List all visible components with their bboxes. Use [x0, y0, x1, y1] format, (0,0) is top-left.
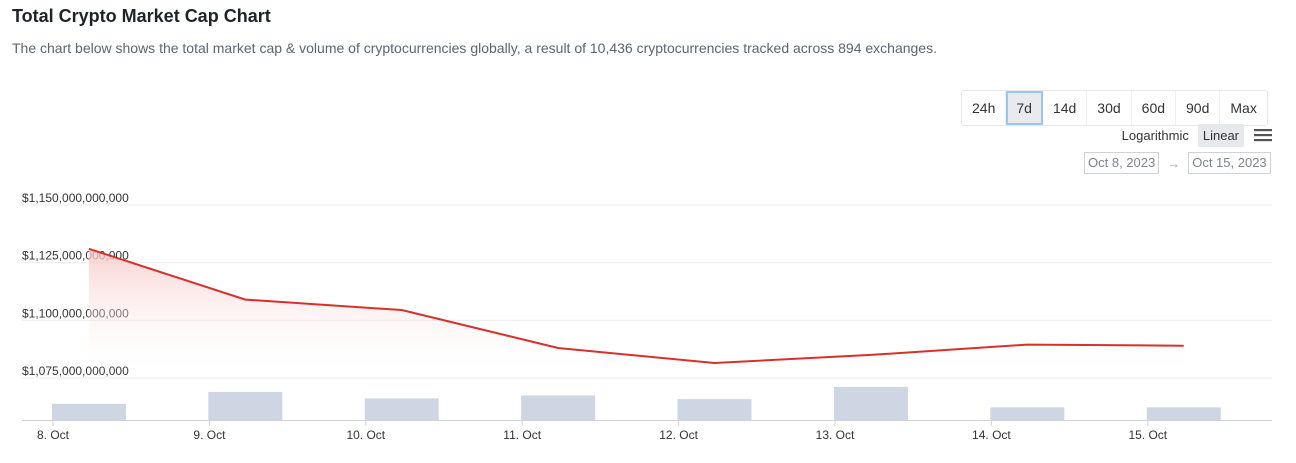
x-axis: 8. Oct 9. Oct 10. Oct 11. Oct 12. Oct 13. Oct…: [22, 420, 1272, 442]
x-tick-label: 15. Oct: [1128, 428, 1167, 442]
volume-bar: [833, 386, 908, 420]
volume-bar: [51, 403, 126, 420]
page-subtitle: The chart below shows the total market c…: [12, 40, 937, 56]
y-tick-label: $1,150,000,000,000: [22, 191, 129, 205]
volume-bar: [521, 395, 596, 420]
scale-toggle: Logarithmic Linear: [1117, 122, 1272, 148]
linear-scale-button[interactable]: Linear: [1197, 123, 1244, 147]
range-button-90d[interactable]: 90d: [1176, 91, 1221, 125]
range-button-14d[interactable]: 14d: [1043, 91, 1088, 125]
range-button-24h[interactable]: 24h: [962, 91, 1007, 125]
time-range-selector: 24h 7d 14d 30d 60d 90d Max: [961, 90, 1268, 126]
volume-bar: [208, 391, 283, 420]
arrow-right-icon: →: [1167, 155, 1181, 171]
x-tick-label: 10. Oct: [346, 428, 385, 442]
hamburger-menu-icon[interactable]: [1254, 128, 1272, 142]
x-tick-label: 9. Oct: [193, 428, 226, 442]
range-button-7d[interactable]: 7d: [1006, 91, 1043, 125]
x-tick-label: 11. Oct: [503, 428, 541, 442]
x-tick-label: 13. Oct: [816, 428, 855, 442]
x-tick-label: 14. Oct: [972, 428, 1011, 442]
date-range-inputs: Oct 8, 2023 → Oct 15, 2023: [1084, 152, 1271, 174]
volume-bars: [51, 386, 1221, 420]
x-tick-label: 12. Oct: [659, 428, 698, 442]
volume-bar: [990, 407, 1065, 420]
volume-bar: [364, 398, 439, 420]
logarithmic-scale-button[interactable]: Logarithmic: [1121, 127, 1189, 143]
range-button-max[interactable]: Max: [1230, 100, 1257, 116]
date-from-input[interactable]: Oct 8, 2023: [1084, 152, 1160, 174]
range-button-60d[interactable]: 60d: [1132, 91, 1177, 125]
volume-bar: [677, 399, 752, 420]
date-to-input[interactable]: Oct 15, 2023: [1188, 152, 1271, 174]
x-tick-label: 8. Oct: [37, 428, 70, 442]
page-title: Total Crypto Market Cap Chart: [12, 6, 271, 26]
market-cap-area: [88, 247, 1184, 378]
market-cap-line: [88, 247, 1184, 365]
range-button-30d[interactable]: 30d: [1087, 91, 1132, 125]
market-cap-area-fill: [88, 248, 1184, 378]
volume-bar: [1146, 407, 1221, 420]
